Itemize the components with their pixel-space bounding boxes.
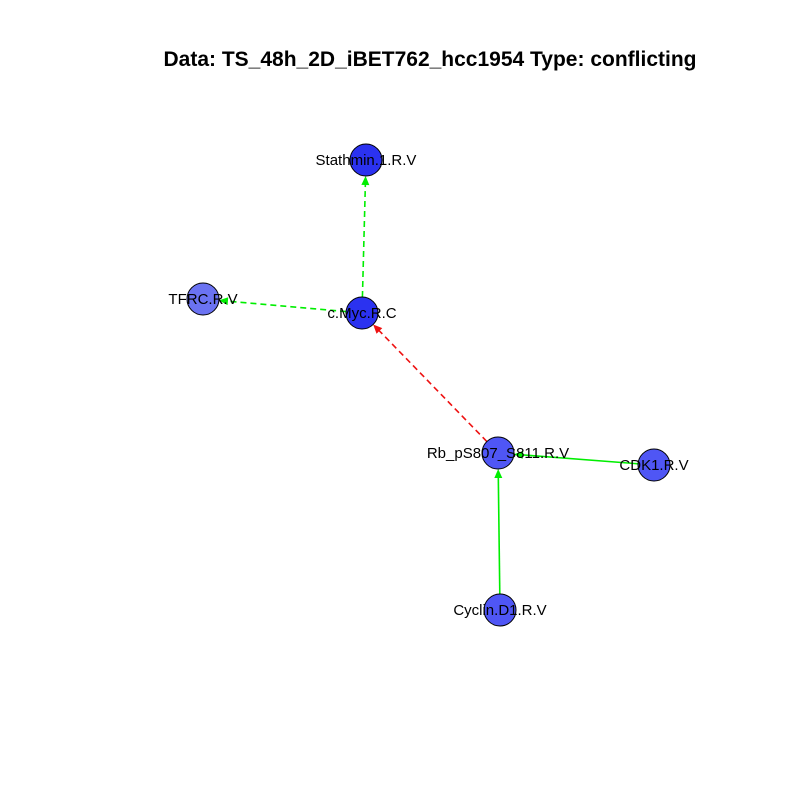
edge-line [519, 453, 639, 465]
node-label: Rb_pS807_S811.R.V [427, 445, 569, 462]
edge-line [497, 474, 501, 595]
node-cyclin: Cyclin.D1.R.V [453, 593, 547, 627]
diagram-title: Data: TS_48h_2D_iBET762_hcc1954 Type: co… [163, 48, 697, 71]
node-circle [349, 143, 383, 177]
node-label: TFRC.R.V [168, 291, 237, 308]
arrowhead-icon [373, 324, 383, 334]
node-label: Cyclin.D1.R.V [453, 602, 546, 619]
node-tfrc: TFRC.R.V [168, 282, 238, 316]
edge-line [224, 300, 347, 313]
node-cdk1: CDK1.R.V [619, 448, 689, 482]
node-circle [186, 282, 220, 316]
arrowhead-icon [218, 297, 229, 306]
arrowhead-icon [513, 450, 524, 459]
edge-cyclin-to-rb [494, 468, 503, 595]
edge-line [361, 181, 367, 298]
node-label: CDK1.R.V [619, 457, 688, 474]
edge-cmyc-to-tfrc [218, 297, 347, 313]
node-circle [483, 593, 517, 627]
node-cmyc: c.Myc.R.C [327, 296, 397, 330]
node-label: c.Myc.R.C [327, 305, 396, 322]
node-rb: Rb_pS807_S811.R.V [427, 436, 569, 470]
node-circle [481, 436, 515, 470]
arrowhead-icon [494, 468, 503, 479]
node-circle [345, 296, 379, 330]
node-circle [637, 448, 671, 482]
edge-line [376, 328, 488, 443]
node-stathmin: Stathmin.1.R.V [316, 143, 417, 177]
edge-cmyc-to-stathmin [361, 175, 370, 298]
edge-cdk1-to-rb [513, 450, 639, 465]
arrowhead-icon [361, 175, 370, 186]
node-label: Stathmin.1.R.V [316, 152, 417, 169]
edge-rb-to-cmyc [373, 324, 488, 443]
